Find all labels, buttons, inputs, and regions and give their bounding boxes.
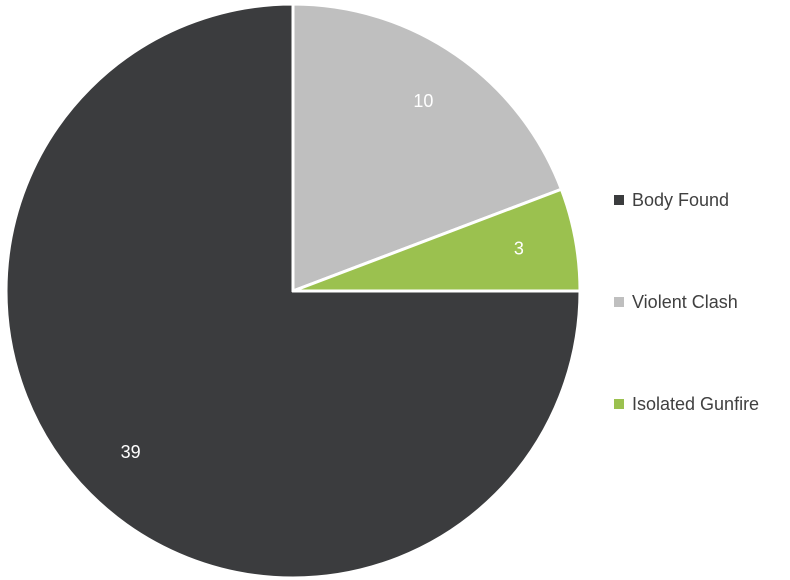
legend-label-body-found: Body Found [632,189,730,210]
legend-item-isolated-gunfire: Isolated Gunfire [614,390,759,418]
pie-slice-isolated-gunfire [291,187,582,293]
data-label-violent-clash: 10 [413,91,433,111]
legend-item-violent-clash: Violent Clash [614,288,759,316]
legend-item-body-found: Body Found [614,186,759,214]
legend-swatch-violent-clash [614,297,624,307]
data-label-body-found: 39 [121,442,141,462]
data-label-isolated-gunfire: 3 [514,238,524,258]
legend-swatch-isolated-gunfire [614,399,624,409]
pie-slice-violent-clash [291,2,563,293]
legend-label-violent-clash: Violent Clash [632,291,738,312]
legend-swatch-body-found [614,195,624,205]
legend-label-isolated-gunfire: Isolated Gunfire [632,393,760,414]
legend: Body Found Violent Clash Isolated Gunfir… [614,186,759,418]
